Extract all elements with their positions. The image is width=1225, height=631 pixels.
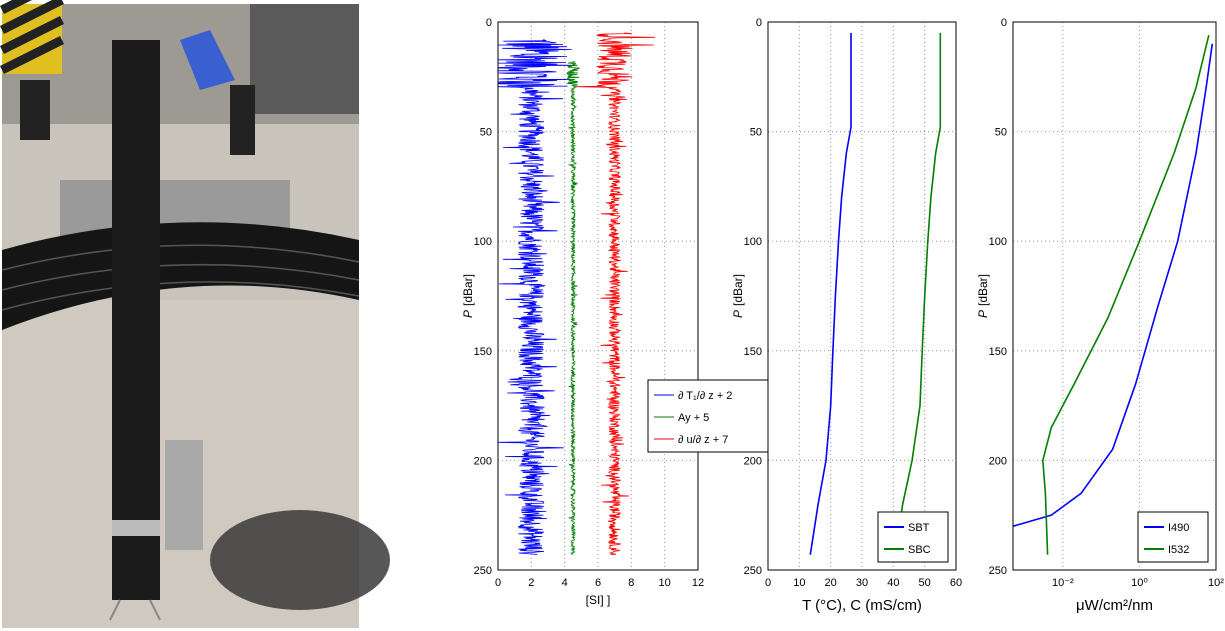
x-tick-label: 40	[887, 577, 899, 589]
x-tick-label: 30	[856, 577, 868, 589]
series-line-2	[566, 61, 580, 556]
y-tick-label: 100	[989, 236, 1007, 248]
x-tick-label: 10	[793, 577, 805, 589]
instrument-photo	[0, 0, 398, 631]
legend: SBT SBC	[877, 511, 949, 563]
series-line-3	[577, 32, 656, 556]
x-tick-label: 10⁰	[1131, 577, 1148, 589]
y-tick-label: 200	[474, 455, 492, 467]
y-tick-label: 50	[480, 127, 492, 139]
y-axis-label-var: P	[976, 310, 990, 318]
legend: ∂ T₁/∂ z + 2 Ay + 5 ∂ u/∂ z + 7	[647, 379, 769, 453]
series-line-1	[497, 39, 574, 556]
legend-entry: SBT	[908, 522, 930, 534]
y-axis-label-var: P	[461, 310, 475, 318]
legend-entry: I490	[1168, 522, 1189, 534]
legend-entry: SBC	[908, 544, 931, 556]
y-tick-label: 150	[474, 346, 492, 358]
x-tick-label: 0	[765, 577, 771, 589]
y-tick-label: 0	[756, 17, 762, 29]
y-tick-label: 100	[744, 236, 762, 248]
x-tick-label: 8	[628, 577, 634, 589]
y-tick-label: 150	[989, 346, 1007, 358]
x-tick-label: 60	[950, 577, 962, 589]
series-line-1	[809, 33, 852, 555]
plot-frame	[1012, 21, 1217, 571]
y-axis-label-units: [dBar]	[731, 274, 745, 306]
y-axis-label-units: [dBar]	[461, 274, 475, 306]
x-axis-label: μW/cm²/nm	[1076, 597, 1153, 614]
plot-frame	[767, 21, 957, 571]
y-axis-label-units: [dBar]	[976, 274, 990, 306]
x-tick-label: 20	[825, 577, 837, 589]
x-axis-label: T (°C), C (mS/cm)	[802, 597, 922, 614]
x-tick-label: 10²	[1208, 577, 1224, 589]
y-tick-label: 0	[486, 17, 492, 29]
x-tick-label: 12	[692, 577, 704, 589]
x-tick-label: 2	[528, 577, 534, 589]
legend-box	[647, 379, 769, 453]
legend-entry: I532	[1168, 544, 1189, 556]
y-tick-label: 200	[989, 455, 1007, 467]
y-tick-label: 250	[989, 565, 1007, 577]
plot-frame	[497, 21, 699, 571]
legend: I490 I532	[1137, 511, 1209, 563]
y-axis-label-var: P	[731, 310, 745, 318]
legend-box	[1137, 511, 1209, 563]
x-tick-label: 10⁻²	[1052, 577, 1074, 589]
x-tick-label: 10	[659, 577, 671, 589]
y-tick-label: 100	[474, 236, 492, 248]
legend-entry: ∂ T₁/∂ z + 2	[678, 390, 732, 402]
series-line-1	[1012, 43, 1214, 527]
y-axis-label: P [dBar]	[461, 274, 475, 318]
y-tick-label: 0	[1001, 17, 1007, 29]
x-tick-label: 6	[595, 577, 601, 589]
y-tick-label: 150	[744, 346, 762, 358]
y-tick-label: 250	[474, 565, 492, 577]
y-tick-label: 200	[744, 455, 762, 467]
x-tick-label: 4	[562, 577, 568, 589]
x-axis-label: [SI] ]	[586, 593, 611, 607]
series-line-2	[894, 33, 942, 555]
y-axis-label: P [dBar]	[976, 274, 990, 318]
legend-entry: Ay + 5	[678, 412, 709, 424]
y-tick-label: 250	[744, 565, 762, 577]
subplot-3: 0 50 100 150 200 250 10⁻² 10⁰ 10² P [dBar] μW/cm²/n…	[976, 17, 1224, 614]
y-axis-label: P [dBar]	[731, 274, 745, 318]
legend-box	[877, 511, 949, 563]
y-tick-label: 50	[995, 127, 1007, 139]
x-tick-label: 50	[919, 577, 931, 589]
series-line-2	[1041, 35, 1210, 555]
x-tick-label: 0	[495, 577, 501, 589]
legend-entry: ∂ u/∂ z + 7	[678, 434, 728, 446]
y-tick-label: 50	[750, 127, 762, 139]
